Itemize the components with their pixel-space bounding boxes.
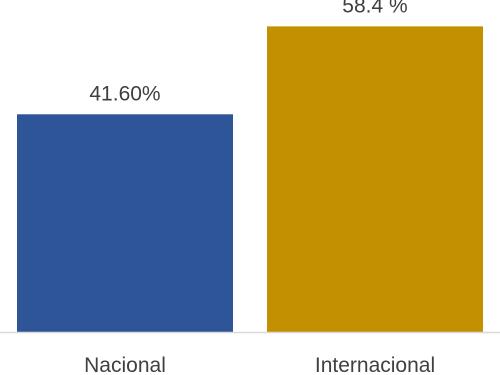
x-tick-labels-layer: Nacional Internacional <box>84 354 435 375</box>
data-labels-layer: 41.60% 58.4 % <box>89 0 407 105</box>
bars-layer <box>17 26 483 333</box>
x-tick-label-internacional: Internacional <box>315 354 435 375</box>
x-tick-label-nacional: Nacional <box>84 354 166 375</box>
data-label-internacional: 58.4 % <box>342 0 407 17</box>
bar-internacional <box>267 26 483 333</box>
data-label-nacional: 41.60% <box>89 82 160 105</box>
bar-nacional <box>17 114 233 332</box>
